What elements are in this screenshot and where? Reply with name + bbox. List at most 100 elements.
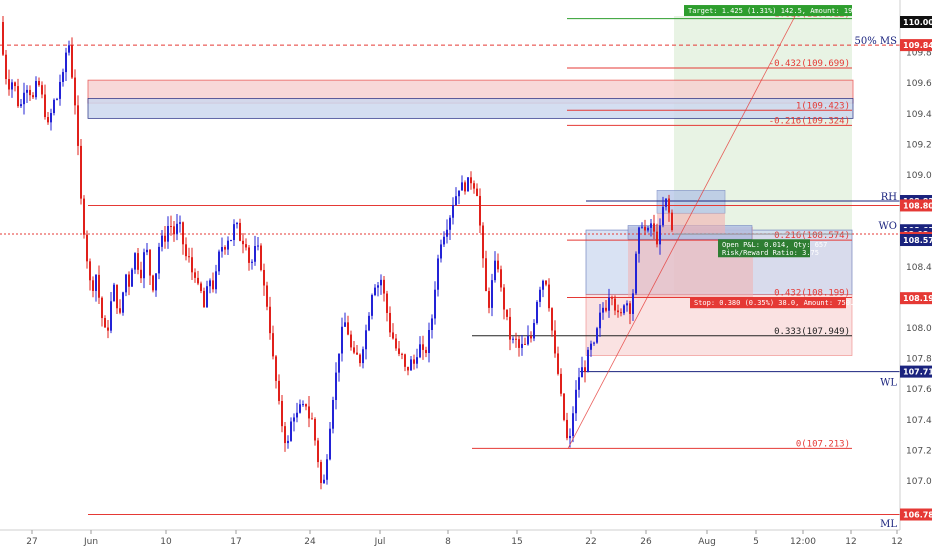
- candle: [323, 474, 325, 485]
- candle: [665, 198, 667, 211]
- candle: [497, 253, 499, 273]
- candle-body: [395, 338, 397, 349]
- candle-body: [413, 359, 415, 364]
- candle-body: [134, 253, 136, 270]
- candle-body: [344, 322, 346, 327]
- price-tag-bg: [900, 199, 932, 212]
- candle: [662, 196, 664, 228]
- candle: [8, 69, 10, 96]
- candle: [578, 367, 580, 398]
- candle-body: [350, 334, 352, 348]
- candle-body: [206, 286, 208, 308]
- candle-body: [602, 307, 604, 313]
- candle-body: [146, 249, 148, 253]
- candle: [641, 222, 643, 229]
- candle: [329, 422, 331, 461]
- candle: [548, 278, 550, 312]
- candle: [527, 325, 529, 346]
- price-tag-label: 107.715: [903, 368, 932, 377]
- candle-body: [548, 284, 550, 309]
- candle: [488, 287, 490, 314]
- candle: [335, 362, 337, 410]
- candle: [506, 309, 508, 321]
- candle-body: [428, 329, 430, 354]
- candle-body: [626, 303, 628, 306]
- candle-body: [152, 275, 154, 291]
- candle-body: [209, 280, 211, 287]
- price-tag-label: 108.801: [903, 201, 932, 210]
- candle: [530, 331, 532, 343]
- y-tick-15: 107.000: [906, 477, 932, 487]
- candle-body: [29, 89, 31, 96]
- candle-body: [614, 298, 616, 311]
- x-tick-3: 17: [230, 537, 241, 547]
- x-tick-4: 24: [304, 537, 316, 547]
- candle-body: [659, 225, 661, 245]
- candle-body: [293, 417, 295, 422]
- candle: [518, 336, 520, 357]
- candle: [98, 265, 100, 305]
- candle: [593, 341, 595, 346]
- candle-body: [431, 318, 433, 330]
- candle: [254, 235, 256, 266]
- candle: [11, 79, 13, 98]
- candle: [218, 249, 220, 276]
- open-pnl-box: [718, 239, 810, 258]
- target-label-box: [684, 5, 852, 17]
- candle-body: [179, 222, 181, 224]
- candle-body: [140, 269, 142, 279]
- candle: [476, 183, 478, 197]
- candle-body: [323, 479, 325, 484]
- price-tag-bg: [900, 234, 932, 247]
- candle-body: [497, 260, 499, 270]
- candle-body: [398, 348, 400, 354]
- candle-body: [380, 279, 382, 286]
- risk-reward-text: Risk/Reward Ratio: 3.75: [722, 249, 819, 257]
- candle-body: [308, 406, 310, 419]
- candle-body: [260, 245, 262, 270]
- candle-body: [506, 309, 508, 317]
- candle: [239, 218, 241, 242]
- candle: [620, 308, 622, 317]
- y-tick-3: 109.400: [906, 110, 932, 120]
- price-tag-bg: [900, 508, 932, 521]
- candle-body: [167, 226, 169, 242]
- stop-label-box: [690, 297, 846, 309]
- candle: [611, 295, 613, 306]
- candle: [431, 314, 433, 339]
- price-tag-label: 108.575: [903, 236, 932, 245]
- price-tag-9: 107.715: [900, 365, 932, 378]
- candle-body: [623, 305, 625, 314]
- candle-body: [83, 198, 85, 235]
- price-tag-7: 108.575: [900, 234, 932, 247]
- candle: [167, 216, 169, 249]
- candle-body: [467, 177, 469, 192]
- candle: [299, 399, 301, 414]
- candle-body: [470, 177, 472, 184]
- candle: [644, 219, 646, 236]
- candle: [458, 190, 460, 205]
- candle-body: [2, 22, 4, 55]
- candle-body: [452, 205, 454, 218]
- candle: [596, 326, 598, 344]
- candle: [650, 218, 652, 237]
- candle-body: [80, 145, 82, 199]
- candle: [200, 281, 202, 294]
- candle: [395, 334, 397, 351]
- candle-body: [284, 426, 286, 444]
- candle: [404, 353, 406, 372]
- candle: [266, 281, 268, 311]
- candle-body: [191, 257, 193, 273]
- candle: [473, 180, 475, 194]
- candle-body: [188, 256, 190, 258]
- rh-box-red: [657, 213, 725, 234]
- candle: [296, 402, 298, 423]
- candle: [422, 335, 424, 360]
- candle-body: [581, 367, 583, 378]
- candle-body: [551, 308, 553, 331]
- fib-label-4: 0.216(108.574): [774, 231, 850, 241]
- y-tick-5: 109.000: [906, 171, 932, 181]
- candle-body: [92, 280, 94, 291]
- candle: [203, 287, 205, 308]
